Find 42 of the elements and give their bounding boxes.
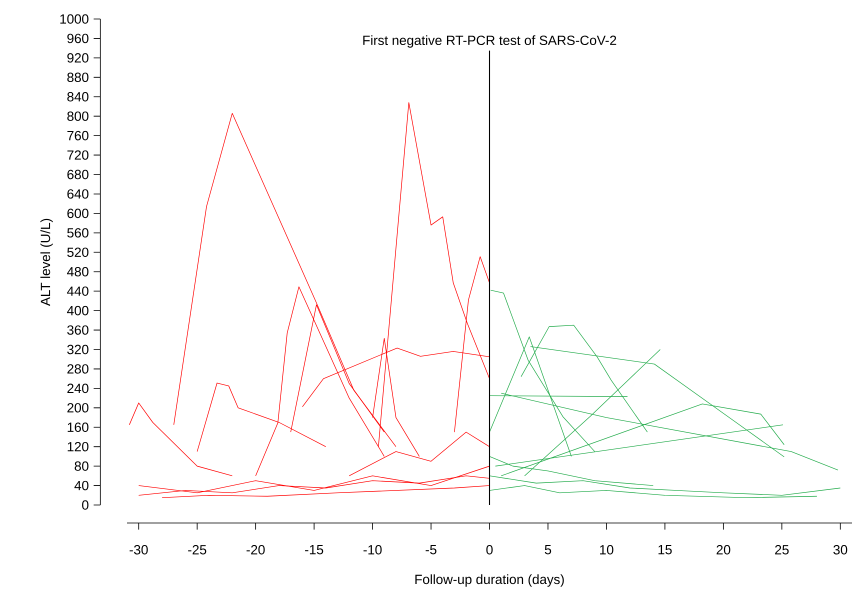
y-tick-label: 1000 [60,14,88,24]
y-tick-label: 240 [67,384,88,394]
y-tick-label: 960 [67,34,88,44]
y-tick-label: 480 [67,267,88,276]
y-axis-title: ALT level (U/L) [40,218,53,306]
y-tick-label: 800 [67,111,88,121]
x-tick-label: -25 [188,545,206,554]
x-tick-label: -10 [364,545,382,554]
x-tick-label: 10 [600,545,614,554]
ref-line-label: First negative RT-PCR test of SARS-CoV-2 [363,35,616,48]
y-tick-label: 560 [67,228,88,238]
x-tick-label: 20 [716,545,730,554]
y-tick-label: 880 [67,72,88,82]
y-tick-label: 200 [67,403,88,413]
x-tick-label: -20 [246,545,265,554]
y-tick-label: 720 [67,150,88,160]
y-tick-label: 0 [82,500,88,510]
y-tick-label: 280 [67,364,88,374]
y-tick-label: 360 [67,325,88,335]
y-tick-label: 920 [67,53,88,63]
y-tick-label: 400 [67,306,88,316]
y-tick-label: 600 [67,208,88,218]
y-tick-label: 80 [74,461,88,471]
x-tick-label: -5 [426,545,436,554]
x-axis-title: Follow-up duration (days) [415,574,564,587]
x-tick-label: 0 [486,545,493,554]
y-tick-label: 120 [68,442,88,452]
y-tick-label: 680 [67,170,88,180]
y-tick-label: 840 [67,92,88,102]
x-tick-label: -15 [305,545,324,554]
y-tick-label: 520 [67,248,88,257]
y-tick-label: 640 [67,189,88,199]
y-tick-label: 160 [68,422,88,432]
x-tick-label: 25 [775,545,789,554]
x-tick-label: -30 [130,545,148,554]
y-tick-label: 440 [67,286,88,296]
y-tick-label: 40 [74,480,88,490]
x-tick-label: 15 [658,545,672,554]
x-tick-label: 5 [544,545,552,554]
y-tick-label: 760 [67,130,88,140]
y-tick-label: 320 [67,344,88,354]
x-tick-label: 30 [833,545,848,554]
